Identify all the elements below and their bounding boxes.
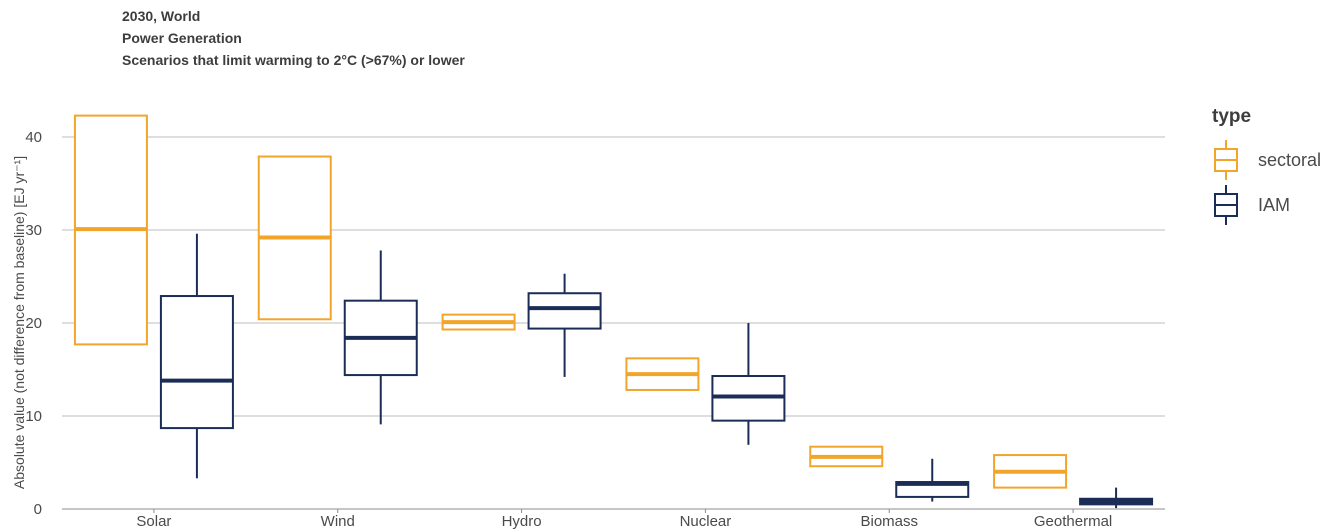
x-tick-label: Hydro [502,513,542,530]
chart-title-scenario: Scenarios that limit warming to 2°C (>67… [122,52,465,68]
legend-item-sectoral: sectoral [1214,140,1321,180]
box-sectoral-geothermal [993,454,1068,489]
box-iam-wind [343,250,418,425]
box-iam-geothermal [1079,487,1154,509]
legend-label: IAM [1258,195,1290,215]
y-tick-label: 30 [25,222,42,239]
box-iam-biomass [895,458,970,502]
gridlines [62,136,1165,510]
x-axis: Solar Wind Hydro Nuclear Biomass Geothermal [136,509,1112,530]
y-axis-label: Absolute value (not difference from base… [11,156,27,489]
boxes [73,114,1154,509]
box-iam-nuclear [711,323,786,445]
y-tick-label: 20 [25,315,42,332]
legend-label: sectoral [1258,150,1321,170]
x-tick-label: Geothermal [1034,513,1112,530]
legend-item-iam: IAM [1214,185,1290,225]
chart-title-variable: Power Generation [122,30,242,46]
y-tick-label: 40 [25,129,42,146]
iqr-box [527,292,602,330]
box-sectoral-wind [257,155,332,321]
box-sectoral-solar [73,114,148,346]
box-sectoral-nuclear [625,357,700,391]
chart-title-year-region: 2030, World [122,8,201,24]
legend-title: type [1212,106,1251,127]
x-tick-label: Solar [136,513,171,530]
x-tick-label: Nuclear [680,513,732,530]
x-tick-label: Biomass [860,513,918,530]
box-iam-solar [159,233,234,479]
y-tick-label: 10 [25,408,42,425]
box-sectoral-biomass [809,445,884,468]
iqr-box [159,295,234,430]
x-tick-label: Wind [321,513,355,530]
y-tick-label: 0 [34,501,42,518]
box-sectoral-hydro [441,313,516,331]
y-axis: 0 10 20 30 40 Absolute value (not difference … [11,129,42,518]
legend: type sectoral IAM [1212,106,1321,225]
box-iam-hydro [527,273,602,377]
